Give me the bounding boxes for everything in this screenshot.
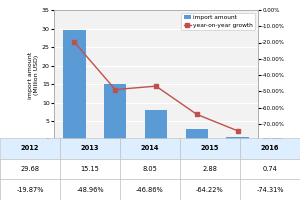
year-on-year growth — [195, 113, 199, 116]
Line: year-on-year growth: year-on-year growth — [72, 40, 240, 133]
year-on-year growth — [236, 130, 239, 132]
Bar — [145, 110, 167, 140]
Bar — [226, 137, 249, 140]
Bar — [63, 30, 86, 140]
year-on-year growth — [113, 88, 117, 91]
Bar — [104, 84, 126, 140]
year-on-year growth — [73, 41, 76, 43]
Legend: import amount, year-on-year growth: import amount, year-on-year growth — [181, 13, 255, 30]
year-on-year growth — [154, 85, 158, 87]
Bar — [186, 129, 208, 140]
Y-axis label: import amount
(Million USD): import amount (Million USD) — [28, 51, 39, 99]
